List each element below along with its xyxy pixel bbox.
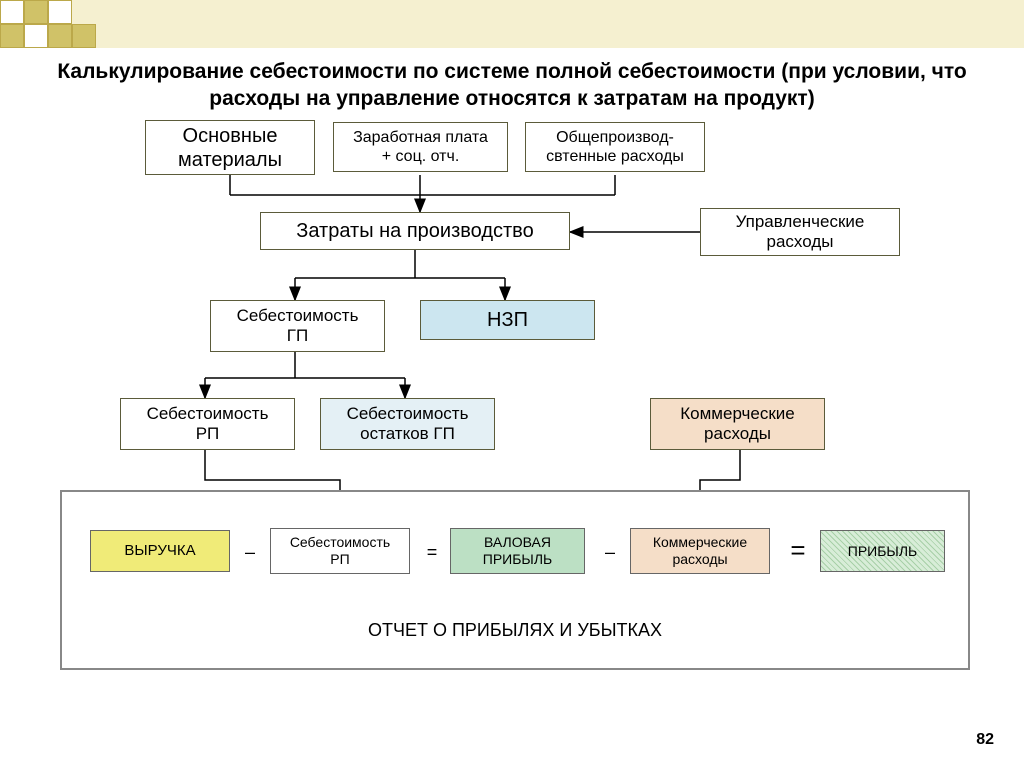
logo-square	[48, 24, 72, 48]
node-gprem: Себестоимостьостатков ГП	[320, 398, 495, 450]
node-rpcost: СебестоимостьРП	[120, 398, 295, 450]
eq-node-revenue: ВЫРУЧКА	[90, 530, 230, 572]
page-number: 82	[976, 731, 994, 749]
operator: –	[240, 542, 260, 562]
logo-square	[0, 0, 24, 24]
page-title: Калькулирование себестоимости по системе…	[20, 58, 1004, 113]
eq-node-rpcost2: СебестоимостьРП	[270, 528, 410, 574]
logo-square	[24, 24, 48, 48]
node-wages: Заработная плата+ соц. отч.	[333, 122, 508, 172]
equation-caption: ОТЧЕТ О ПРИБЫЛЯХ И УБЫТКАХ	[60, 620, 970, 641]
logo-square	[0, 24, 24, 48]
operator: –	[600, 542, 620, 562]
header-stripe	[0, 0, 1024, 48]
operator: =	[788, 540, 808, 560]
node-commerce: Коммерческиерасходы	[650, 398, 825, 450]
node-nzp: НЗП	[420, 300, 595, 340]
equation-box	[60, 490, 970, 670]
node-admin: Управленческиерасходы	[700, 208, 900, 256]
eq-node-commerce2: Коммерческиерасходы	[630, 528, 770, 574]
eq-node-profit: ПРИБЫЛЬ	[820, 530, 945, 572]
logo	[0, 0, 120, 50]
node-gpcost: СебестоимостьГП	[210, 300, 385, 352]
logo-square	[24, 0, 48, 24]
node-prodcost: Затраты на производство	[260, 212, 570, 250]
logo-square	[72, 24, 96, 48]
node-materials: Основныематериалы	[145, 120, 315, 175]
eq-node-gross: ВАЛОВАЯПРИБЫЛЬ	[450, 528, 585, 574]
logo-square	[48, 0, 72, 24]
node-overhead: Общепроизвод-свтенные расходы	[525, 122, 705, 172]
operator: =	[422, 542, 442, 562]
